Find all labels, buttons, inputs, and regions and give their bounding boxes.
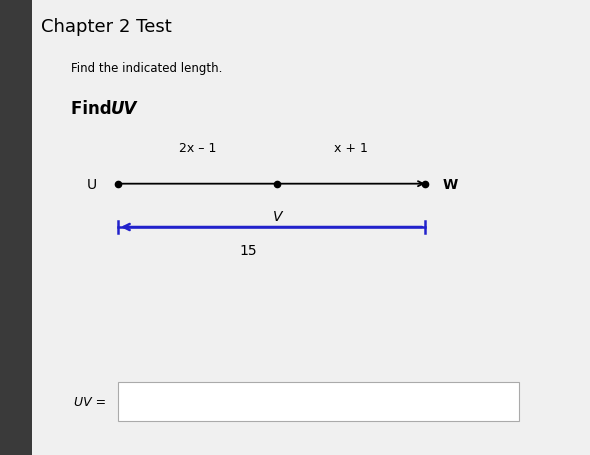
FancyBboxPatch shape: [118, 382, 519, 421]
Text: V: V: [273, 209, 282, 223]
Text: W: W: [442, 177, 458, 191]
Text: 2x – 1: 2x – 1: [179, 142, 217, 155]
Text: Find: Find: [71, 100, 117, 118]
Text: UV: UV: [111, 100, 137, 118]
Text: UV =: UV =: [74, 395, 106, 408]
Text: x + 1: x + 1: [334, 142, 368, 155]
Text: Find the indicated length.: Find the indicated length.: [71, 61, 222, 75]
Text: Chapter 2 Test: Chapter 2 Test: [41, 18, 172, 36]
Text: 15: 15: [239, 243, 257, 258]
Text: U: U: [87, 177, 97, 191]
